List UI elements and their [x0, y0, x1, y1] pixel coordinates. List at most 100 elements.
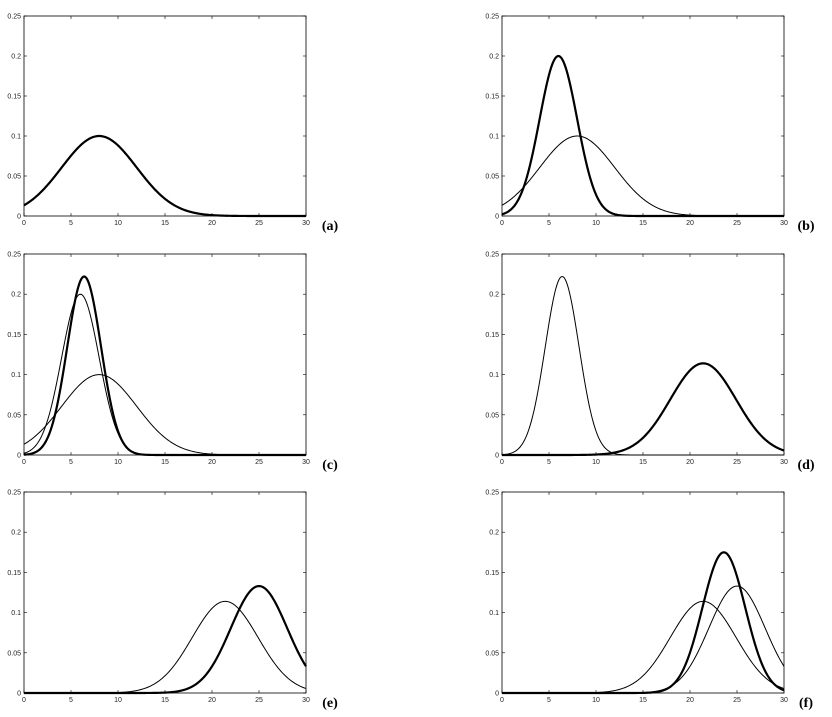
- series-line-f-2: [502, 585, 785, 694]
- y-tick-label-c: 0.25: [7, 252, 21, 259]
- x-tick-label-e: 30: [302, 697, 310, 704]
- x-tick-label-d: 20: [686, 459, 694, 466]
- x-tick-label-e: 20: [208, 697, 216, 704]
- series-line-e-1: [24, 600, 307, 694]
- y-tick-label-b: 0.15: [485, 94, 499, 101]
- panel-e: 0 5 10 15 20 25 30 0 0.05 0.1 0.15 0.2 0.25 (e): [7, 490, 338, 712]
- y-tick-label-b: 0.2: [489, 54, 499, 61]
- y-tick-label-d: 0.1: [489, 372, 499, 379]
- y-tick-label-f: 0.2: [489, 530, 499, 537]
- x-tick-label-b: 20: [686, 220, 694, 227]
- series-line-f-3: [502, 551, 785, 695]
- x-tick-label-f: 30: [780, 697, 788, 704]
- panel-f: 0 5 10 15 20 25 30 0 0.05 0.1 0.15 0.2 0.25 (f): [485, 490, 813, 712]
- y-tick-label-f: 0.1: [489, 610, 499, 617]
- y-tick-label-c: 0.15: [7, 332, 21, 339]
- x-tick-label-d: 30: [780, 459, 788, 466]
- y-tick-label-a: 0.05: [7, 174, 21, 181]
- y-tick-label-c: 0.05: [7, 412, 21, 419]
- panel-b: 0 5 10 15 20 25 30 0 0.05 0.1 0.15 0.2 0.25 (b): [485, 14, 815, 235]
- panel-label-f: (f): [799, 696, 813, 711]
- y-tick-label-b: 0.05: [485, 174, 499, 181]
- x-tick-label-e: 10: [114, 697, 122, 704]
- series-line-d-1: [501, 275, 784, 456]
- y-tick-label-e: 0.25: [7, 490, 21, 497]
- x-tick-label-a: 15: [161, 220, 169, 227]
- x-tick-label-a: 10: [114, 220, 122, 227]
- plot-frame-e: [23, 491, 307, 694]
- x-tick-label-f: 25: [733, 697, 741, 704]
- x-tick-label-b: 10: [592, 220, 600, 227]
- series-line-e-2: [24, 584, 307, 695]
- x-tick-label-a: 0: [22, 220, 26, 227]
- series-line-c-3: [23, 275, 306, 457]
- panel-label-a: (a): [322, 219, 339, 234]
- series-line-b-2: [501, 54, 784, 218]
- x-tick-label-d: 0: [500, 459, 504, 466]
- y-tick-label-b: 0.1: [489, 134, 499, 141]
- x-tick-label-a: 5: [69, 220, 73, 227]
- series-line-d-2: [502, 362, 785, 457]
- y-tick-label-b: 0.25: [485, 14, 499, 21]
- panel-d: 0 5 10 15 20 25 30 0 0.05 0.1 0.15 0.2 0.25 (d): [485, 252, 815, 474]
- x-tick-label-d: 25: [733, 459, 741, 466]
- x-tick-label-b: 5: [547, 220, 551, 227]
- y-tick-label-a: 0.1: [11, 134, 21, 141]
- x-tick-label-f: 20: [686, 697, 694, 704]
- x-tick-label-e: 25: [255, 697, 263, 704]
- panel-label-b: (b): [797, 219, 814, 234]
- y-tick-label-f: 0.15: [485, 570, 499, 577]
- x-tick-label-c: 25: [255, 459, 263, 466]
- y-tick-label-a: 0: [17, 214, 21, 221]
- x-tick-label-a: 20: [208, 220, 216, 227]
- y-tick-label-a: 0.2: [11, 54, 21, 61]
- x-tick-label-f: 10: [592, 697, 600, 704]
- series-line-f-1: [502, 600, 785, 694]
- x-tick-label-e: 15: [161, 697, 169, 704]
- panel-label-c: (c): [322, 458, 338, 473]
- y-tick-label-c: 0.2: [11, 292, 21, 299]
- x-tick-label-b: 30: [780, 220, 788, 227]
- y-tick-label-e: 0.1: [11, 610, 21, 617]
- x-tick-label-b: 0: [500, 220, 504, 227]
- y-tick-label-f: 0.05: [485, 650, 499, 657]
- y-tick-label-c: 0: [17, 453, 21, 460]
- y-tick-label-c: 0.1: [11, 372, 21, 379]
- y-tick-label-f: 0.25: [485, 490, 499, 497]
- y-tick-label-e: 0.2: [11, 530, 21, 537]
- x-tick-label-b: 15: [639, 220, 647, 227]
- x-tick-label-c: 30: [302, 459, 310, 466]
- y-tick-label-e: 0: [17, 691, 21, 698]
- series-line-c-2: [23, 293, 306, 456]
- panel-c: 0 5 10 15 20 25 30 0 0.05 0.1 0.15 0.2 0.25 (c): [7, 252, 338, 474]
- x-tick-label-c: 20: [208, 459, 216, 466]
- y-tick-label-d: 0.2: [489, 292, 499, 299]
- y-tick-label-d: 0.05: [485, 412, 499, 419]
- y-tick-label-b: 0: [495, 214, 499, 221]
- x-tick-label-c: 15: [161, 459, 169, 466]
- y-tick-label-f: 0: [495, 691, 499, 698]
- panel-label-e: (e): [322, 696, 338, 711]
- panel-label-d: (d): [797, 458, 814, 473]
- x-tick-label-d: 5: [547, 459, 551, 466]
- x-tick-label-d: 10: [592, 459, 600, 466]
- x-tick-label-c: 5: [69, 459, 73, 466]
- x-tick-label-d: 15: [639, 459, 647, 466]
- y-tick-label-d: 0.15: [485, 332, 499, 339]
- y-tick-label-d: 0.25: [485, 252, 499, 259]
- x-tick-label-e: 0: [22, 697, 26, 704]
- x-tick-label-a: 25: [255, 220, 263, 227]
- x-tick-label-f: 0: [500, 697, 504, 704]
- x-tick-label-c: 0: [22, 459, 26, 466]
- panel-a: 0 5 10 15 20 25 30 0 0.05 0.1 0.15 0.2 0.25 (a): [7, 14, 338, 235]
- series-line-c-1: [23, 374, 306, 456]
- x-tick-label-b: 25: [733, 220, 741, 227]
- y-tick-label-a: 0.15: [7, 94, 21, 101]
- series-line-a-1: [23, 134, 306, 218]
- y-tick-label-e: 0.15: [7, 570, 21, 577]
- x-tick-label-a: 30: [302, 220, 310, 227]
- x-tick-label-c: 10: [114, 459, 122, 466]
- plot-frame-b: [501, 15, 785, 217]
- x-tick-label-e: 5: [69, 697, 73, 704]
